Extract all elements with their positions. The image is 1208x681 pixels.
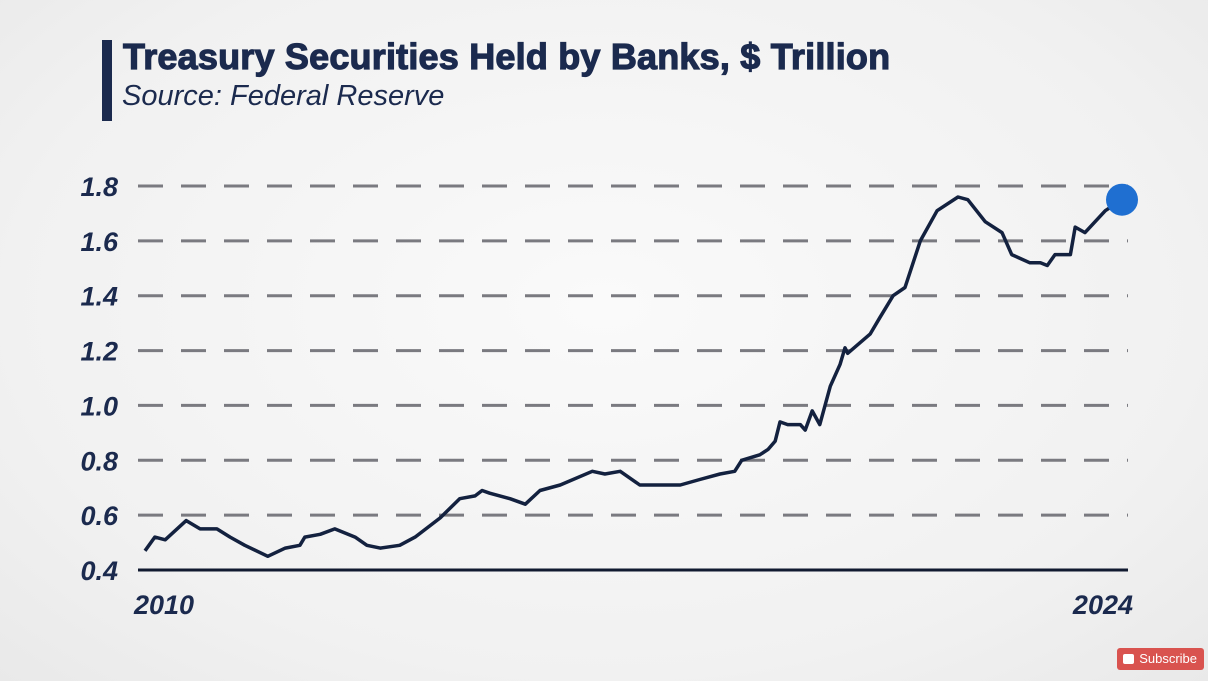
series-line	[143, 195, 1123, 559]
youtube-play-icon	[1123, 654, 1135, 664]
latest-value-marker	[1106, 183, 1138, 216]
y-tick-label: 0.4	[80, 556, 118, 586]
y-tick-label: 1.0	[80, 391, 118, 421]
y-tick-label: 1.8	[80, 172, 118, 202]
x-tick-label: 2010	[133, 590, 194, 620]
subscribe-button[interactable]: Subscribe	[1117, 648, 1204, 670]
y-tick-label: 1.2	[80, 337, 118, 367]
chart-title: Treasury Securities Held by Banks, $ Tri…	[122, 35, 891, 77]
y-tick-label: 0.8	[80, 446, 118, 476]
subscribe-label: Subscribe	[1139, 651, 1197, 666]
chart-source: Source: Federal Reserve	[122, 80, 445, 112]
title-accent-bar	[102, 40, 112, 121]
x-tick-label: 2024	[1072, 590, 1133, 620]
y-tick-label: 0.6	[80, 501, 119, 531]
y-tick-label: 1.4	[80, 282, 118, 312]
y-tick-label: 1.6	[80, 227, 119, 257]
